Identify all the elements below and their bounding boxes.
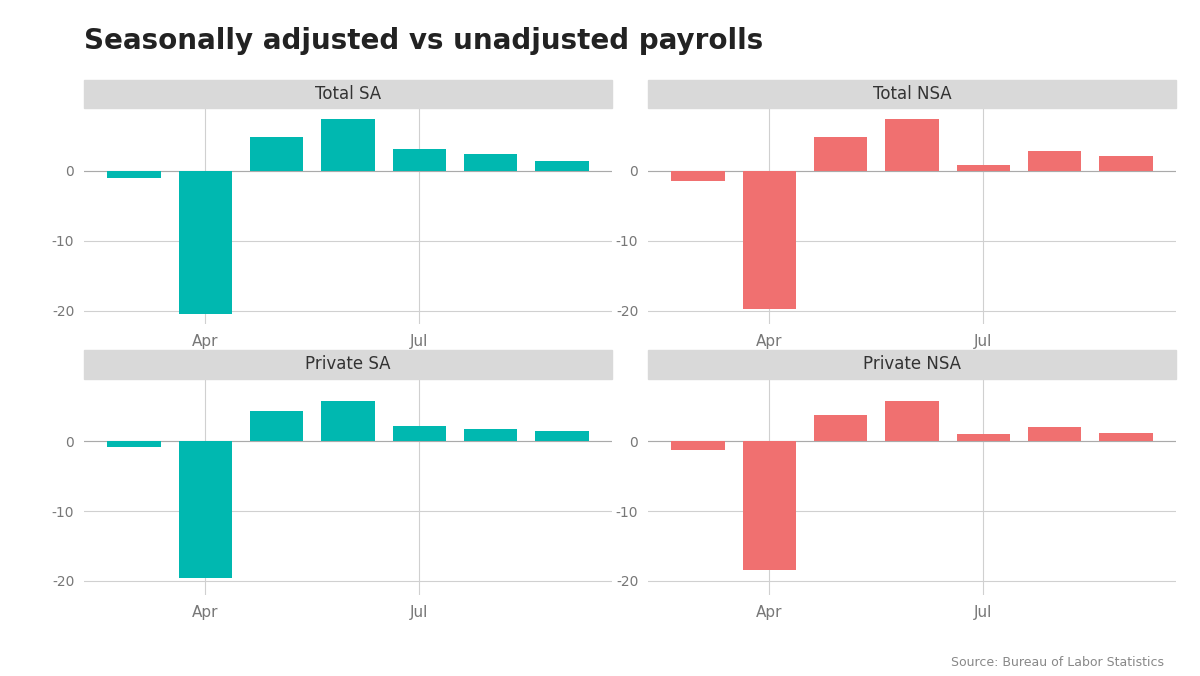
Bar: [179, 441, 232, 578]
Bar: [814, 415, 868, 441]
Bar: [1028, 427, 1081, 441]
Text: Total NSA: Total NSA: [872, 85, 952, 103]
Bar: [743, 441, 796, 571]
Bar: [886, 118, 938, 171]
Text: Private NSA: Private NSA: [863, 356, 961, 373]
Text: Seasonally adjusted vs unadjusted payrolls: Seasonally adjusted vs unadjusted payrol…: [84, 27, 763, 55]
Bar: [1028, 151, 1081, 171]
Text: Source: Bureau of Labor Statistics: Source: Bureau of Labor Statistics: [952, 656, 1164, 669]
Bar: [956, 435, 1010, 441]
Bar: [535, 161, 589, 171]
Bar: [179, 171, 232, 314]
Bar: [464, 153, 517, 171]
Bar: [392, 426, 446, 441]
Bar: [1099, 433, 1153, 441]
Bar: [392, 149, 446, 171]
Bar: [1099, 155, 1153, 171]
Bar: [250, 137, 304, 171]
Bar: [886, 401, 938, 441]
Text: Total SA: Total SA: [314, 85, 382, 103]
Bar: [322, 401, 374, 441]
Bar: [743, 171, 796, 309]
Bar: [535, 431, 589, 441]
Bar: [464, 429, 517, 441]
Bar: [107, 171, 161, 178]
Text: Private SA: Private SA: [305, 356, 391, 373]
Bar: [671, 171, 725, 181]
Bar: [250, 412, 304, 441]
Bar: [671, 441, 725, 450]
Bar: [107, 441, 161, 447]
Bar: [322, 118, 374, 171]
Bar: [956, 166, 1010, 171]
Bar: [814, 137, 868, 171]
Text: Monthly change, in millions: Monthly change, in millions: [84, 84, 331, 103]
